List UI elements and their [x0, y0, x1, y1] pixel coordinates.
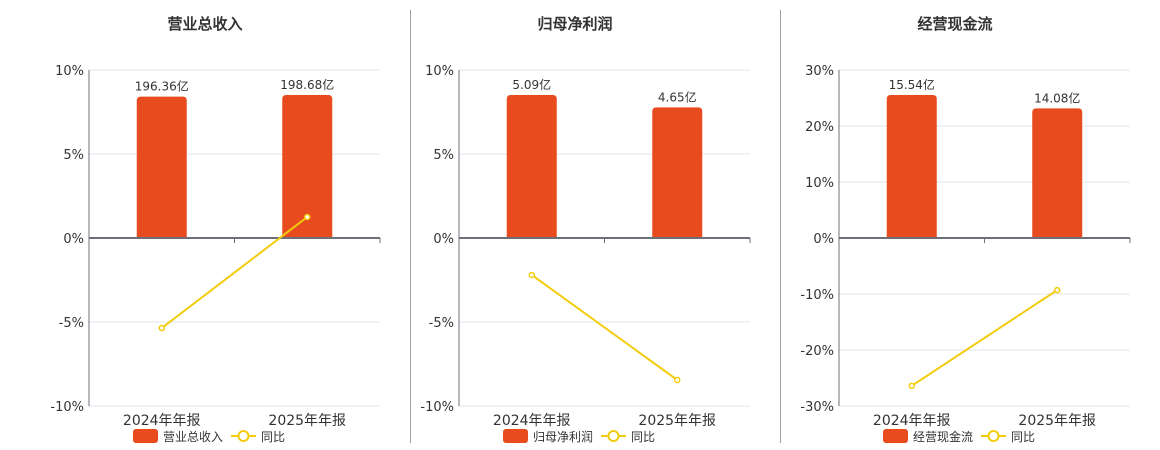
legend-line-label: 同比 — [1011, 430, 1035, 444]
bar-value-label: 4.65亿 — [658, 89, 697, 104]
legend-bar-swatch — [133, 429, 158, 443]
x-tick-label: 2024年年报 — [873, 413, 951, 429]
yoy-point — [158, 324, 165, 332]
y-tick-label: -10% — [420, 400, 454, 415]
y-tick-label: 5% — [433, 148, 454, 163]
chart-panel-operating-cashflow: 经营现金流 30% 20% 10% 0% -10% -20% -30% 15.54亿 2024年… — [750, 0, 1160, 450]
x-tick-label: 2025年年报 — [268, 413, 346, 429]
y-tick-label: 0% — [63, 232, 84, 247]
y-tick-label: 10% — [805, 176, 834, 191]
y-tick-label: 0% — [433, 232, 454, 247]
y-tick-label: 30% — [805, 64, 834, 79]
chart-title: 营业总收入 — [167, 15, 243, 33]
x-tick-label: 2024年年报 — [123, 413, 201, 429]
y-tick-label: -30% — [800, 400, 834, 415]
bar-value-label: 198.68亿 — [280, 77, 334, 92]
x-tick-label: 2025年年报 — [638, 413, 716, 429]
yoy-point — [674, 376, 681, 384]
yoy-line — [161, 216, 308, 329]
legend-line-marker — [237, 430, 250, 442]
legend-line-marker — [607, 430, 620, 442]
chart-canvas: 30% 20% 10% 0% -10% -20% -30% 15.54亿 2024年年报 14.0… — [800, 64, 1131, 444]
x-tick-label: 2025年年报 — [1018, 413, 1096, 429]
bar — [886, 95, 937, 238]
x-tick-label: 2024年年报 — [493, 413, 571, 429]
legend-bar-label: 经营现金流 — [913, 429, 973, 444]
panel-divider — [410, 10, 411, 443]
bar-value-label: 15.54亿 — [889, 77, 935, 92]
chart-canvas: 10% 5% 0% -5% -10% 5.09亿 2024年年报 4.65亿 2025年年报归母… — [420, 64, 751, 444]
chart-canvas: 10% 5% 0% -5% -10% 196.36亿 2024年年报 198.68亿 2025年… — [50, 64, 381, 444]
bar — [136, 96, 187, 238]
y-tick-label: 10% — [55, 64, 84, 79]
bar-value-label: 5.09亿 — [512, 77, 551, 92]
yoy-point — [528, 271, 535, 279]
chart-panel-net-profit: 归母净利润 10% 5% 0% -5% -10% 5.09亿 2024年年报 4.65亿 202… — [370, 0, 780, 450]
chart-panel-revenue: 营业总收入 10% 5% 0% -5% -10% 196.36亿 2024年年报 198.68… — [0, 0, 410, 450]
bar — [1032, 108, 1083, 239]
y-tick-label: 0% — [813, 232, 834, 247]
bar-value-label: 196.36亿 — [135, 79, 189, 94]
bar-value-label: 14.08亿 — [1034, 90, 1080, 105]
bar — [652, 107, 703, 238]
y-tick-label: 5% — [63, 148, 84, 163]
bar — [506, 95, 557, 238]
y-tick-label: 10% — [425, 64, 454, 79]
yoy-point — [1054, 286, 1061, 294]
yoy-line — [911, 289, 1058, 387]
legend-line-label: 同比 — [631, 430, 655, 444]
y-tick-label: -5% — [429, 316, 454, 331]
legend-bar-label: 归母净利润 — [533, 430, 593, 444]
y-tick-label: -5% — [59, 316, 84, 331]
bar — [282, 95, 333, 238]
legend-line-marker — [987, 430, 1000, 442]
legend-bar-label: 营业总收入 — [163, 430, 223, 444]
yoy-line — [531, 274, 678, 381]
y-tick-label: 20% — [805, 120, 834, 135]
chart-title: 归母净利润 — [537, 15, 613, 33]
legend-bar-swatch — [503, 429, 528, 443]
y-tick-label: -20% — [800, 344, 834, 359]
y-tick-label: -10% — [50, 400, 84, 415]
legend-bar-swatch — [883, 429, 908, 443]
chart-title: 经营现金流 — [917, 15, 993, 33]
yoy-point — [304, 213, 311, 221]
y-tick-label: -10% — [800, 288, 834, 303]
panel-divider — [780, 10, 781, 443]
yoy-point — [908, 382, 915, 390]
legend-line-label: 同比 — [261, 430, 285, 444]
